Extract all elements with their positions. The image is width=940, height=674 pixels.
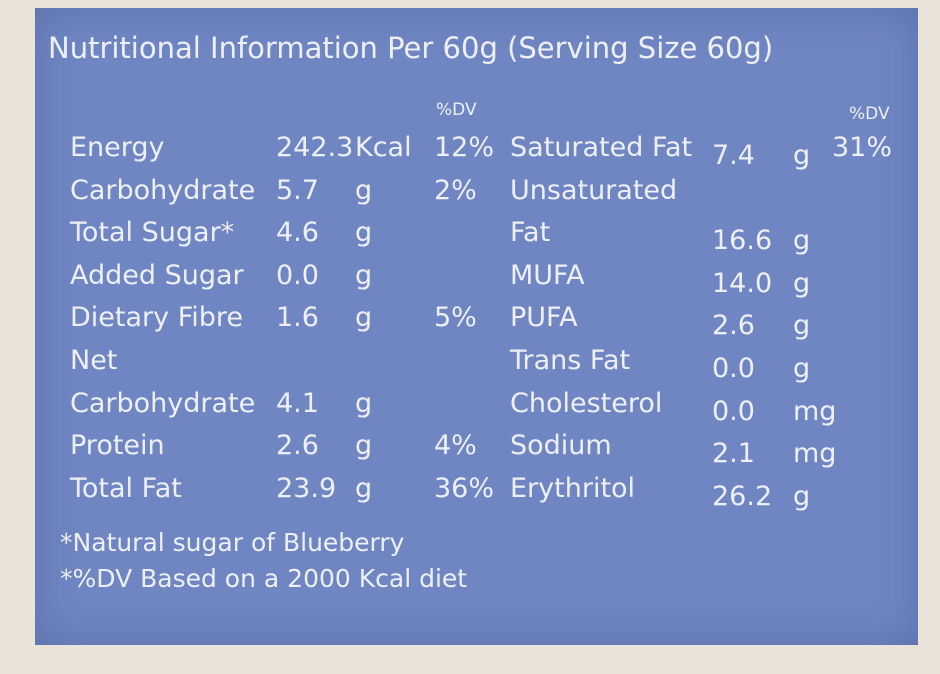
nutrient-unit: g — [355, 430, 373, 462]
nutrient-name: Net — [70, 345, 118, 376]
nutrient-name: Energy — [70, 132, 165, 163]
title: Nutritional Information Per 60g (Serving… — [48, 31, 774, 65]
nutrient-value: 1.6 — [276, 302, 319, 334]
nutrient-unit: g — [355, 259, 373, 291]
nutrient-unit: g — [355, 174, 373, 206]
nutrient-name: Sodium — [510, 430, 612, 462]
nutrient-name: Unsaturated — [510, 174, 678, 206]
nutrient-unit: g — [793, 353, 811, 384]
nutrient-name: Saturated Fat — [510, 132, 693, 163]
nutrient-value: 7.4 — [712, 140, 755, 171]
nutrient-unit: g — [793, 267, 811, 299]
nutrient-dv: 2% — [434, 174, 477, 206]
nutrient-name: Fat — [510, 217, 551, 249]
nutrient-value: 0.0 — [712, 353, 755, 384]
nutrient-unit: g — [793, 480, 811, 512]
nutrient-unit: g — [355, 472, 373, 504]
nutrient-value: 2.6 — [712, 310, 755, 342]
nutrient-value: 0.0 — [712, 395, 755, 427]
nutrient-name: Carbohydrate — [70, 387, 256, 419]
nutrient-value: 5.7 — [276, 174, 319, 206]
nutrient-name: Total Fat — [70, 472, 182, 504]
nutrient-unit: g — [793, 225, 811, 257]
nutrient-value: 4.6 — [276, 217, 319, 249]
nutrient-value: 2.1 — [712, 438, 755, 470]
nutrient-unit: g — [355, 217, 373, 249]
nutrient-dv: 31% — [832, 132, 893, 163]
nutrient-unit: g — [793, 310, 811, 342]
nutrient-unit: Kcal — [355, 132, 412, 163]
nutrient-unit: g — [793, 140, 811, 171]
nutrient-value: 26.2 — [712, 480, 773, 512]
footnote: *%DV Based on a 2000 Kcal diet — [60, 564, 468, 593]
nutrient-dv: 4% — [434, 430, 477, 462]
nutrient-name: Protein — [70, 430, 165, 462]
nutrient-name: PUFA — [510, 302, 578, 334]
dv-header: %DV — [436, 100, 477, 120]
nutrient-name: Erythritol — [510, 472, 636, 504]
nutrient-unit: mg — [793, 395, 837, 427]
nutrient-value: 242.3 — [276, 132, 354, 163]
nutrient-unit: mg — [793, 438, 837, 470]
nutrition-panel: Nutritional Information Per 60g (Serving… — [35, 8, 918, 645]
nutrient-name: Added Sugar — [70, 259, 244, 291]
nutrient-value: 14.0 — [712, 267, 773, 299]
nutrient-unit: g — [355, 387, 373, 419]
nutrient-name: Dietary Fibre — [70, 302, 244, 334]
nutrient-dv: 5% — [434, 302, 477, 334]
nutrient-unit: g — [355, 302, 373, 334]
nutrient-dv: 36% — [434, 472, 495, 504]
dv-header: %DV — [849, 104, 890, 124]
nutrient-value: 0.0 — [276, 259, 319, 291]
nutrient-name: Trans Fat — [510, 345, 631, 376]
nutrient-dv: 12% — [434, 132, 495, 163]
nutrient-name: Total Sugar* — [70, 217, 235, 249]
footnote: *Natural sugar of Blueberry — [60, 528, 405, 557]
nutrient-name: Carbohydrate — [70, 174, 256, 206]
nutrient-value: 23.9 — [276, 472, 337, 504]
nutrient-value: 2.6 — [276, 430, 319, 462]
nutrient-name: Cholesterol — [510, 387, 663, 419]
nutrient-value: 4.1 — [276, 387, 319, 419]
nutrient-value: 16.6 — [712, 225, 773, 257]
nutrient-name: MUFA — [510, 259, 585, 291]
